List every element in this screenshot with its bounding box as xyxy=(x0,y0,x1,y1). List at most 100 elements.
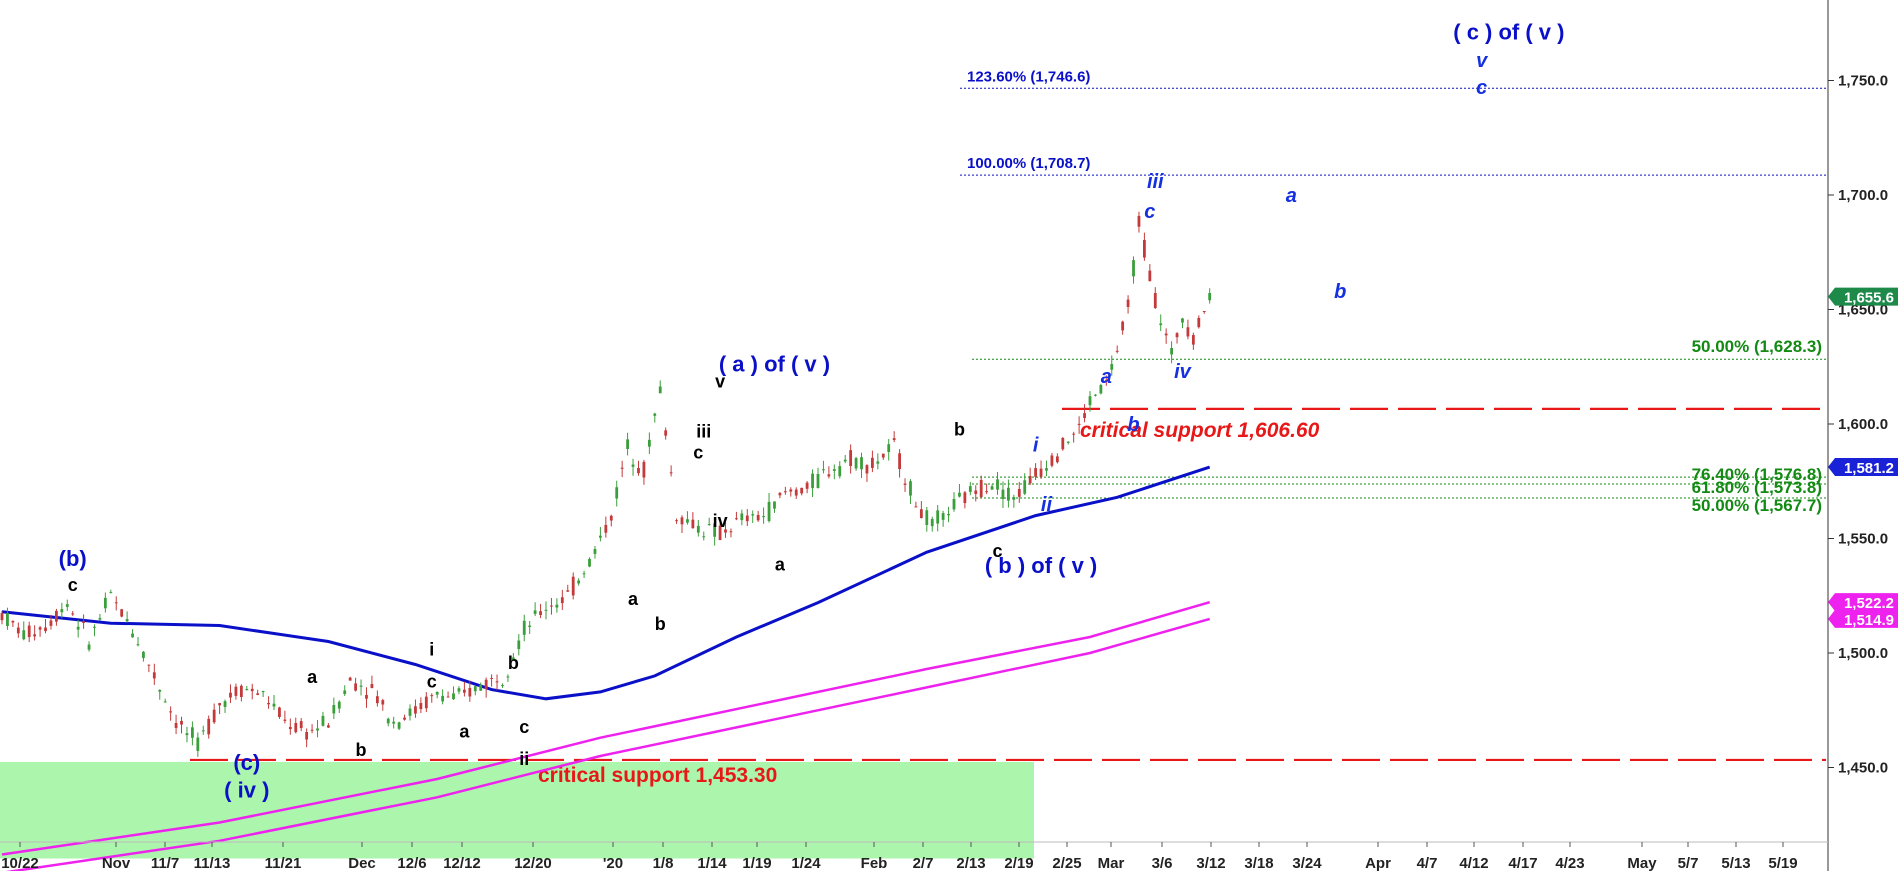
moving-average-tag-bg xyxy=(1828,593,1898,612)
candle-body xyxy=(310,729,314,731)
candle-body xyxy=(702,536,706,538)
x-tick-label: 12/12 xyxy=(443,855,481,871)
candle-body xyxy=(947,513,950,516)
x-tick-label: Apr xyxy=(1365,855,1391,871)
candle-body xyxy=(1181,318,1184,323)
wave-label: v xyxy=(715,371,725,391)
candle-body xyxy=(539,611,542,615)
candle-body xyxy=(288,726,292,730)
candle-body xyxy=(272,703,276,707)
candle-body xyxy=(381,700,385,705)
wave-label: (c) xyxy=(233,750,260,775)
candle-body xyxy=(1088,396,1092,406)
candle-body xyxy=(631,464,635,467)
candle-body xyxy=(473,686,477,692)
candle-body xyxy=(958,492,961,497)
candle-body xyxy=(1175,333,1179,338)
candle-body xyxy=(392,721,396,724)
candle-body xyxy=(1039,468,1043,477)
candle-body xyxy=(1202,311,1206,313)
candle-body xyxy=(1066,441,1070,443)
candle-body xyxy=(103,597,107,609)
candle-body xyxy=(533,610,537,614)
wave-label: a xyxy=(459,722,470,742)
last-price-tag-bg xyxy=(1828,287,1898,306)
candle-body xyxy=(169,711,173,713)
y-tick-label: 1,750.0 xyxy=(1838,73,1888,90)
wave-label: b xyxy=(1127,414,1139,436)
moving-average-line xyxy=(1,465,1211,701)
wave-label: c xyxy=(993,541,1003,561)
moving-average-tag-bg xyxy=(1828,458,1898,477)
candle-body xyxy=(1104,379,1108,382)
candle-body xyxy=(60,609,64,613)
candle-body xyxy=(843,459,847,462)
candle-body xyxy=(223,701,227,707)
candle-body xyxy=(854,458,858,469)
candle-body xyxy=(299,721,303,729)
candle-body xyxy=(968,486,972,492)
candle-body xyxy=(261,690,265,693)
candle-body xyxy=(114,602,118,604)
candle-body xyxy=(212,709,216,723)
candle-body xyxy=(783,491,787,493)
candle-body xyxy=(827,474,831,477)
candle-body xyxy=(125,619,129,622)
wave-label: iv xyxy=(1174,361,1193,383)
candle-body xyxy=(327,725,330,728)
candle-body xyxy=(653,413,657,416)
candle-body xyxy=(191,727,194,738)
candle-body xyxy=(87,644,91,650)
candle-body xyxy=(1153,292,1157,308)
candle-body xyxy=(898,453,901,470)
wave-label: b xyxy=(655,614,666,634)
candle-body xyxy=(506,676,510,678)
candle-body xyxy=(1099,384,1103,394)
candle-body xyxy=(55,610,58,622)
candle-body xyxy=(484,679,488,690)
candle-body xyxy=(414,706,417,714)
y-tick-label: 1,450.0 xyxy=(1838,760,1888,777)
moving-average-tag: 1,514.9 xyxy=(1844,612,1894,629)
candle-body xyxy=(740,513,744,521)
candle-body xyxy=(109,592,113,594)
y-axis: 1,450.0 1,500.0 1,550.0 1,600.0 1,650.0 1,700… xyxy=(1827,0,1888,871)
candle-body xyxy=(811,473,814,489)
candle-body xyxy=(909,481,912,496)
candle-body xyxy=(1034,468,1037,477)
candle-body xyxy=(142,651,145,658)
candle-body xyxy=(735,518,738,520)
candle-body xyxy=(582,573,586,575)
candle-body xyxy=(985,491,989,493)
candle-body xyxy=(278,707,281,717)
candle-body xyxy=(348,677,352,681)
wave-label: a xyxy=(1101,366,1112,388)
moving-average-tag: 1,522.2 xyxy=(1844,595,1894,612)
wave-label: a xyxy=(1286,185,1297,207)
candle-body xyxy=(599,535,602,538)
wave-label: ( b ) of ( v ) xyxy=(985,553,1097,578)
candle-body xyxy=(1045,468,1048,471)
x-tick-label: 2/7 xyxy=(913,855,934,871)
candle-body xyxy=(452,693,455,700)
x-tick-label: 11/13 xyxy=(194,855,231,871)
candle-body xyxy=(1012,497,1016,500)
candle-body xyxy=(555,604,559,608)
candle-body xyxy=(375,696,379,704)
wave-label: c xyxy=(68,575,78,595)
candle-body xyxy=(1197,317,1201,328)
candle-body xyxy=(680,517,684,525)
candle-body xyxy=(1170,348,1173,355)
candle-body xyxy=(1001,489,1005,499)
candle-body xyxy=(691,519,695,529)
x-tick-label: '20 xyxy=(603,855,623,871)
candle-body xyxy=(305,732,309,740)
candle-body xyxy=(27,625,31,638)
candle-body xyxy=(637,468,640,474)
candle-body xyxy=(511,657,515,660)
candle-body xyxy=(419,703,423,710)
candle-body xyxy=(996,479,999,490)
candle-body xyxy=(435,691,439,695)
x-tick-label: 5/13 xyxy=(1721,855,1750,871)
last-price-tag: 1,655.6 xyxy=(1844,290,1894,307)
